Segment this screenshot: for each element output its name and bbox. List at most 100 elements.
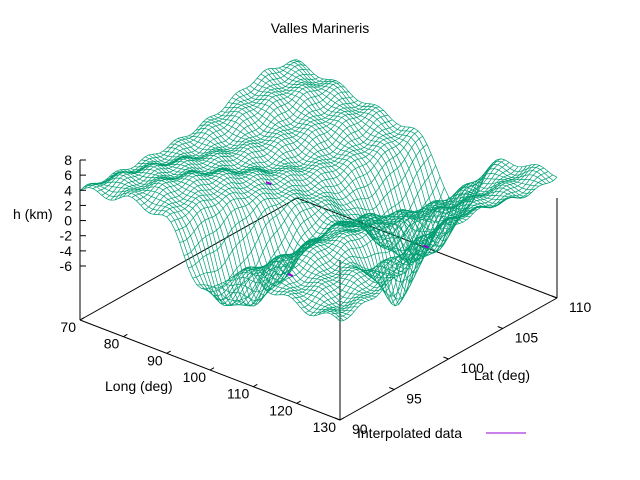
y-tick	[497, 326, 503, 329]
mesh-line-lat	[278, 67, 539, 248]
y-ticks: 90 95 100 105 110	[334, 295, 592, 437]
mesh-line-lat	[210, 116, 471, 231]
mesh-line-lat	[116, 170, 377, 307]
interp-mark	[422, 244, 429, 249]
legend-label: Interpolated data	[357, 425, 462, 441]
z-axis-label: h (km)	[13, 206, 53, 222]
y-tick-label: 95	[406, 391, 422, 407]
mesh-line-lat	[94, 181, 355, 312]
mesh-line-lat	[79, 187, 341, 322]
mesh-line-lat	[217, 113, 478, 236]
x-tick-label: 70	[60, 319, 76, 335]
mesh-line-lat	[242, 89, 503, 256]
mesh-line-lat	[286, 63, 547, 234]
mesh-line-lat	[199, 124, 460, 257]
mesh-line-lat	[166, 147, 427, 300]
mesh-line-long	[305, 166, 523, 314]
mesh-line-lat	[271, 68, 532, 254]
mesh-line-lat	[144, 156, 406, 280]
mesh-line-lat	[90, 183, 352, 316]
z-tick-label: 2	[64, 197, 72, 213]
x-ticks: 70 80 90 100 110 120 130	[60, 317, 345, 435]
mesh-line-long	[335, 174, 553, 318]
mesh-line-lat	[267, 68, 529, 256]
y-tick-label: 105	[515, 330, 539, 346]
mesh-line-lat	[289, 61, 551, 226]
mesh-line-lat	[177, 138, 438, 306]
mesh-line-lat	[293, 59, 554, 218]
x-tick	[79, 317, 85, 321]
mesh-line-lat	[163, 150, 424, 293]
mesh-line-lat	[238, 90, 500, 253]
mesh-line-lat	[221, 110, 482, 240]
mesh-line-lat	[112, 171, 373, 306]
x-tick	[166, 350, 171, 354]
x-tick-label: 80	[104, 336, 120, 352]
x-tick	[209, 367, 215, 371]
y-tick	[334, 417, 341, 421]
interp-mark	[265, 181, 272, 186]
mesh-line-lat	[275, 68, 536, 252]
back-base-line-left	[79, 197, 298, 321]
mesh-line-lat	[152, 153, 413, 279]
mesh-line-lat	[98, 177, 359, 309]
legend: Interpolated data	[357, 425, 526, 441]
mesh-line-lat	[257, 77, 518, 263]
mesh-line-lat	[137, 163, 398, 287]
mesh-line-lat	[155, 153, 416, 283]
x-tick	[123, 333, 128, 338]
mesh-line-lat	[170, 143, 431, 305]
mesh-line-lat	[181, 136, 442, 301]
mesh-line-long	[309, 165, 527, 316]
x-tick-label: 120	[269, 402, 293, 418]
mesh-line-lat	[192, 132, 453, 274]
mesh-line-lat	[282, 66, 543, 242]
mesh-line-lat	[105, 172, 366, 306]
y-tick-label: 100	[461, 360, 485, 376]
mesh-line-lat	[119, 169, 380, 307]
x-axis-label: Long (deg)	[105, 378, 173, 394]
y-tick	[551, 295, 558, 299]
y-tick	[443, 356, 449, 360]
chart-title: Valles Marineris	[271, 20, 370, 36]
x-tick-label: 130	[313, 419, 337, 435]
x-tick	[253, 383, 258, 388]
z-tick-label: 8	[64, 152, 72, 168]
mesh-line-lat	[101, 174, 362, 307]
interpolated-data-marks	[265, 181, 429, 277]
mesh-line-lat	[246, 87, 507, 260]
y-tick-label: 90	[352, 421, 368, 437]
y-tick-label: 110	[569, 299, 592, 315]
mesh-line-lat	[228, 102, 489, 247]
interp-mark	[287, 273, 294, 277]
z-tick-label: 4	[64, 182, 72, 198]
mesh-line-long	[153, 103, 371, 215]
x-tick	[296, 400, 301, 404]
x-tick-label: 110	[227, 386, 250, 402]
surface-mesh	[79, 59, 558, 322]
mesh-line-lat	[148, 154, 409, 277]
x-tick-label: 100	[183, 369, 207, 385]
mesh-line-lat	[264, 70, 525, 257]
mesh-line-lat	[141, 159, 402, 284]
z-tick-label: -4	[60, 243, 73, 259]
y-axis-label: Lat (deg)	[474, 367, 530, 383]
mesh-line-lat	[87, 183, 348, 319]
mesh-line-lat	[188, 135, 449, 284]
mesh-line-lat	[173, 140, 435, 307]
mesh-line-lat	[159, 152, 420, 287]
mesh-line-lat	[184, 136, 445, 293]
mesh-line-lat	[123, 165, 384, 305]
x-tick	[339, 417, 345, 421]
z-tick-label: 0	[64, 213, 72, 229]
z-tick-label: -6	[60, 258, 73, 274]
mesh-line-lat	[108, 171, 370, 306]
mesh-line-long	[266, 180, 484, 291]
z-tick-label: -2	[60, 228, 73, 244]
mesh-line-lat	[260, 73, 521, 261]
mesh-line-lat	[296, 59, 558, 211]
x-tick-label: 90	[147, 352, 163, 368]
y-tick	[389, 387, 395, 390]
